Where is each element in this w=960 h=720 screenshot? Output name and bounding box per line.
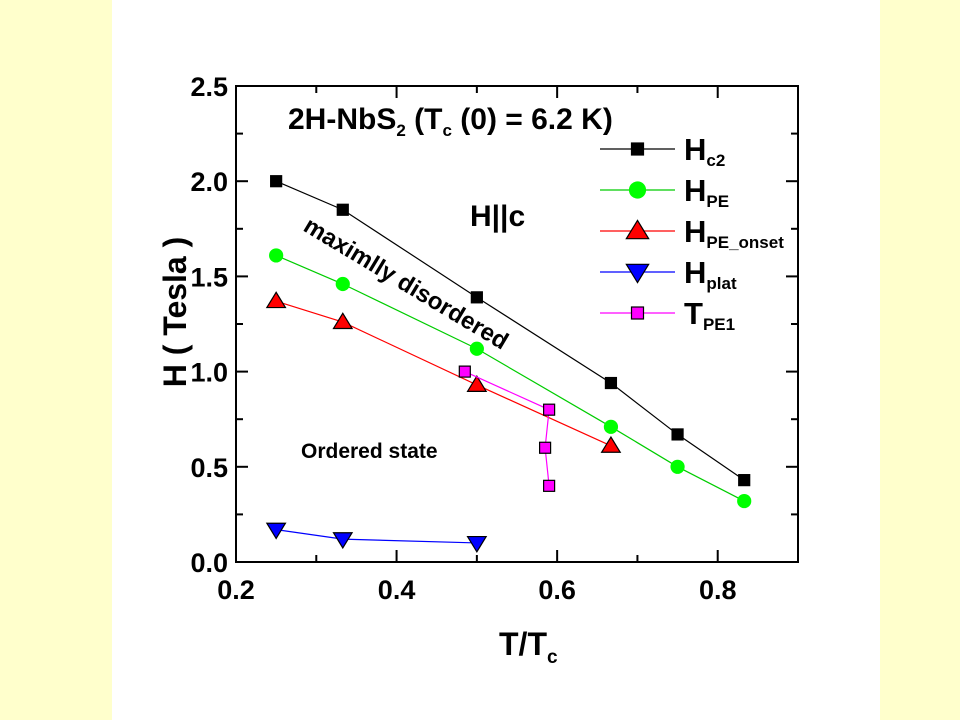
legend-item: TPE1 (600, 296, 735, 334)
series-plat (265, 522, 488, 553)
series-line (276, 529, 477, 544)
legend-label: Hc2 (684, 132, 725, 170)
x-tick-label: 0.8 (699, 575, 737, 605)
y-tick-label: 2.5 (190, 72, 228, 102)
ordered-region-label: Ordered state (301, 440, 438, 463)
circle-marker (603, 419, 619, 434)
left-side-panel (0, 0, 112, 720)
chart-title-end: (0) = 6.2 K) (452, 103, 613, 136)
series-line (275, 300, 612, 447)
x-tick-label: 0.2 (217, 575, 255, 605)
series-pe1 (458, 365, 556, 492)
series-pe-onset (265, 291, 622, 453)
series-line (275, 180, 745, 481)
legend-label: HPE_onset (684, 214, 784, 252)
square-marker (270, 175, 283, 188)
circle-marker (269, 248, 284, 263)
chart-title-sub1: 2 (396, 121, 405, 140)
chart-title-main: 2H-NbS (288, 103, 396, 136)
y-tick-labels: 0.0 0.5 1.0 1.5 2.0 2.5 (190, 72, 228, 578)
circle-marker (628, 181, 647, 199)
legend-item: Hplat (600, 255, 737, 293)
square-marker (543, 403, 556, 416)
series-c2 (270, 175, 751, 487)
data-series (265, 175, 752, 553)
square-marker (336, 203, 349, 216)
square-marker (470, 291, 483, 304)
x-axis-label-sub: c (547, 647, 558, 668)
field-direction-label: H||c (470, 200, 525, 233)
y-tick-label: 0.5 (190, 453, 228, 483)
right-side-panel (880, 0, 960, 720)
x-tick-labels: 0.2 0.4 0.6 0.8 (217, 575, 736, 605)
chart-title-mid: (T (406, 103, 443, 136)
square-marker (630, 142, 645, 156)
legend-label: TPE1 (684, 296, 735, 334)
y-tick-label: 0.0 (190, 548, 228, 578)
square-marker (538, 441, 552, 454)
triangle-down-marker (332, 532, 354, 550)
y-tick-label: 1.0 (190, 358, 228, 388)
axis-ticks (235, 85, 799, 563)
square-marker (671, 428, 684, 441)
y-tick-label: 2.0 (190, 167, 228, 197)
legend-label: Hplat (684, 255, 737, 293)
square-marker (604, 376, 618, 390)
square-marker (543, 479, 556, 492)
square-marker (458, 365, 471, 378)
disordered-region-label: maximlly disordered (299, 212, 513, 355)
series-line (275, 254, 745, 502)
circle-marker (469, 341, 484, 356)
circle-marker (670, 459, 685, 474)
series-line (464, 371, 550, 486)
square-marker (738, 474, 751, 487)
x-tick-label: 0.4 (378, 575, 416, 605)
triangle-down-marker (625, 263, 650, 284)
triangle-down-marker (466, 535, 488, 553)
x-axis-label-main: T/T (499, 626, 547, 662)
chart-title-sub2: c (442, 121, 451, 140)
triangle-up-marker (265, 291, 287, 309)
circle-marker (335, 276, 350, 292)
legend-item: HPE (600, 173, 729, 211)
triangle-up-marker (600, 435, 622, 453)
triangle-down-marker (265, 522, 287, 540)
legend-item: Hc2 (600, 132, 725, 170)
circle-marker (737, 493, 752, 509)
legend-item: HPE_onset (600, 214, 784, 252)
chart-title: 2H-NbS2 (Tc (0) = 6.2 K) (288, 103, 613, 140)
triangle-up-marker (332, 312, 354, 330)
square-marker (630, 306, 645, 320)
series-pe (269, 248, 752, 509)
x-tick-label: 0.6 (538, 575, 576, 605)
triangle-up-marker (466, 374, 488, 392)
y-axis-label: H ( Tesla ) (157, 237, 193, 388)
y-tick-label: 1.5 (190, 262, 228, 292)
triangle-up-marker (625, 219, 650, 240)
x-axis-label: T/Tc (499, 626, 558, 668)
legend-label: HPE (684, 173, 729, 211)
